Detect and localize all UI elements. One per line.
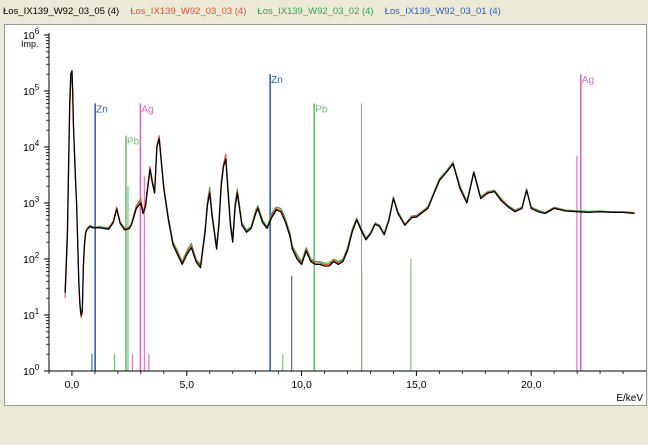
spectrum-series <box>64 70 635 319</box>
y-tick-label: 101 <box>23 307 40 322</box>
x-tick-label: 5,0 <box>179 379 194 391</box>
status-panel <box>0 406 648 445</box>
x-tick-label: 0,0 <box>65 379 80 391</box>
element-label: Ag <box>141 104 153 115</box>
axes: 100 101 102 103 104 105 106 0,0 5,0 10,0 15,0 20,0 I… <box>21 27 646 404</box>
element-label: Ag <box>582 75 594 86</box>
legend-entry[interactable]: Łos_IX139_W92_03_03 (4) <box>130 6 247 17</box>
y-tick-label: 105 <box>23 83 40 98</box>
legend-entry[interactable]: Łos_IX139_W92_03_01 (4) <box>384 6 501 17</box>
x-axis-label: E/keV <box>616 393 643 404</box>
element-label: Zn <box>271 75 283 86</box>
y-tick-label: 104 <box>23 139 40 154</box>
y-tick-label: 103 <box>23 195 40 210</box>
y-tick-label: 102 <box>23 251 40 266</box>
element-label: Zn <box>96 104 108 115</box>
element-labels: Zn Pb Ag Zn Pb Ag <box>96 75 594 147</box>
legend-entry[interactable]: Łos_IX139_W92_03_05 (4) <box>3 6 120 17</box>
x-tick-label: 20,0 <box>521 379 542 391</box>
y-axis-label: Imp. <box>21 39 39 49</box>
element-lines <box>91 74 582 371</box>
y-tick-label: 106 <box>23 27 40 42</box>
legend-entry[interactable]: Łos_IX139_W92_03_02 (4) <box>257 6 374 17</box>
x-tick-label: 10,0 <box>291 379 312 391</box>
chart-panel: 100 101 102 103 104 105 106 0,0 5,0 10,0 15,0 20,0 I… <box>4 24 647 406</box>
element-label: Pb <box>315 104 328 115</box>
spectrum-chart: 100 101 102 103 104 105 106 0,0 5,0 10,0 15,0 20,0 I… <box>21 27 646 404</box>
legend-bar: Łos_IX139_W92_03_05 (4) Łos_IX139_W92_03_… <box>0 0 648 24</box>
element-label: Pb <box>127 137 140 148</box>
series-line-0 <box>64 70 635 316</box>
y-tick-label: 100 <box>23 363 40 378</box>
x-tick-label: 15,0 <box>406 379 427 391</box>
